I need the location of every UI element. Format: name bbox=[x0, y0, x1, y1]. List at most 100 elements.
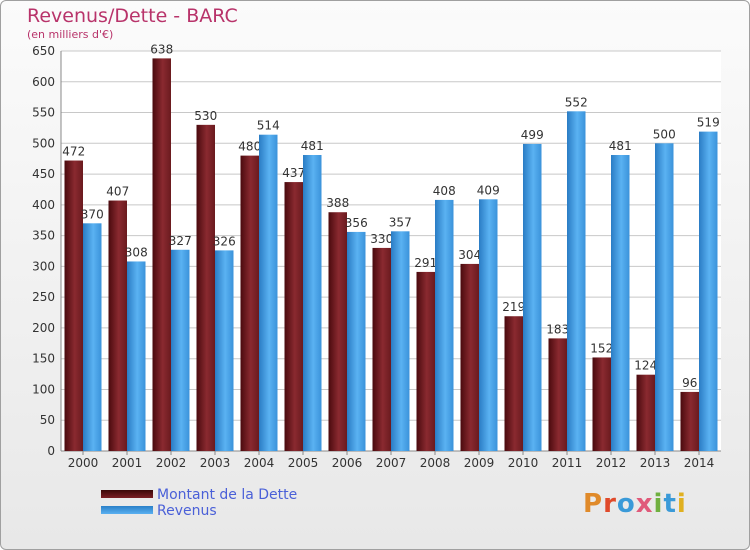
data-label: 480 bbox=[238, 140, 261, 154]
y-tick-label: 350 bbox=[32, 229, 55, 243]
x-tick-label: 2013 bbox=[640, 456, 671, 470]
y-tick-label: 0 bbox=[47, 444, 55, 458]
data-label: 407 bbox=[106, 185, 129, 199]
bar-revenus bbox=[479, 199, 498, 451]
x-tick-label: 2000 bbox=[68, 456, 99, 470]
x-tick-label: 2006 bbox=[332, 456, 363, 470]
chart-title: Revenus/Dette - BARC bbox=[27, 5, 238, 27]
bar-dette bbox=[152, 58, 171, 452]
legend-label-dette: Montant de la Dette bbox=[157, 487, 298, 503]
data-label: 519 bbox=[697, 116, 720, 130]
bar-revenus bbox=[347, 231, 366, 451]
bar-revenus bbox=[435, 199, 454, 451]
bar-revenus bbox=[215, 250, 234, 451]
x-tick-label: 2005 bbox=[288, 456, 319, 470]
bar-dette bbox=[284, 182, 303, 452]
data-label: 304 bbox=[458, 248, 481, 262]
logo-letter: r bbox=[603, 489, 617, 519]
bar-revenus bbox=[171, 249, 190, 451]
x-tick-label: 2014 bbox=[684, 456, 715, 470]
bar-dette bbox=[548, 338, 567, 451]
bar-dette bbox=[680, 391, 699, 451]
x-tick-label: 2002 bbox=[156, 456, 187, 470]
y-tick-label: 250 bbox=[32, 290, 55, 304]
data-label: 552 bbox=[565, 95, 588, 109]
y-tick-label: 150 bbox=[32, 352, 55, 366]
bar-dette bbox=[592, 357, 611, 451]
chart-subtitle: (en milliers d'€) bbox=[27, 28, 114, 41]
bar-revenus bbox=[391, 231, 410, 451]
bar-dette bbox=[328, 212, 347, 451]
data-label: 370 bbox=[81, 207, 104, 221]
logo-letter: P bbox=[583, 489, 604, 519]
data-label: 219 bbox=[502, 300, 525, 314]
proxiti-logo: Proxiti bbox=[583, 489, 687, 519]
bar-dette bbox=[504, 316, 523, 451]
data-label: 638 bbox=[150, 42, 173, 56]
data-label: 408 bbox=[433, 184, 456, 198]
data-label: 330 bbox=[370, 232, 393, 246]
x-tick-label: 2007 bbox=[376, 456, 407, 470]
logo-letter: x bbox=[635, 489, 654, 519]
bar-revenus bbox=[303, 155, 322, 451]
x-tick-label: 2008 bbox=[420, 456, 451, 470]
x-tick-label: 2009 bbox=[464, 456, 495, 470]
data-label: 481 bbox=[301, 139, 324, 153]
data-label: 409 bbox=[477, 183, 500, 197]
logo-letter: t bbox=[663, 489, 677, 519]
y-tick-label: 550 bbox=[32, 106, 55, 120]
data-label: 356 bbox=[345, 216, 368, 230]
bar-revenus bbox=[523, 143, 542, 451]
bar-revenus bbox=[611, 155, 630, 451]
legend-label-revenus: Revenus bbox=[157, 503, 217, 519]
legend-swatch-revenus bbox=[101, 506, 153, 514]
logo-letter: o bbox=[616, 489, 636, 519]
bar-revenus bbox=[259, 134, 278, 451]
bar-dette bbox=[416, 271, 435, 451]
data-label: 327 bbox=[169, 234, 192, 248]
data-label: 499 bbox=[521, 128, 544, 142]
bar-revenus bbox=[567, 111, 586, 452]
y-tick-label: 100 bbox=[32, 382, 55, 396]
bar-revenus bbox=[127, 261, 146, 451]
data-label: 291 bbox=[414, 256, 437, 270]
data-label: 437 bbox=[282, 166, 305, 180]
data-label: 500 bbox=[653, 127, 676, 141]
bar-dette bbox=[372, 247, 391, 451]
bar-dette bbox=[636, 374, 655, 451]
data-label: 481 bbox=[609, 139, 632, 153]
data-label: 388 bbox=[326, 196, 349, 210]
bar-dette bbox=[108, 200, 127, 451]
logo-letter: i bbox=[653, 489, 664, 519]
bar-dette bbox=[64, 160, 83, 452]
bar-revenus bbox=[699, 131, 718, 451]
legend-swatch-dette bbox=[101, 490, 153, 498]
data-label: 152 bbox=[590, 341, 613, 355]
x-tick-label: 2003 bbox=[200, 456, 231, 470]
bar-dette bbox=[196, 124, 215, 451]
data-label: 326 bbox=[213, 234, 236, 248]
data-label: 96 bbox=[682, 376, 697, 390]
y-tick-label: 650 bbox=[32, 44, 55, 58]
x-tick-label: 2011 bbox=[552, 456, 583, 470]
y-tick-label: 50 bbox=[40, 413, 55, 427]
y-tick-label: 600 bbox=[32, 75, 55, 89]
y-tick-label: 400 bbox=[32, 198, 55, 212]
bar-dette bbox=[460, 263, 479, 451]
data-label: 514 bbox=[257, 119, 280, 133]
y-tick-label: 500 bbox=[32, 136, 55, 150]
x-tick-label: 2004 bbox=[244, 456, 275, 470]
y-tick-label: 450 bbox=[32, 167, 55, 181]
x-tick-label: 2001 bbox=[112, 456, 143, 470]
logo-letter: i bbox=[676, 489, 687, 519]
x-tick-label: 2012 bbox=[596, 456, 627, 470]
y-tick-label: 200 bbox=[32, 321, 55, 335]
data-label: 124 bbox=[634, 359, 657, 373]
data-label: 472 bbox=[62, 145, 85, 159]
bar-dette bbox=[240, 155, 259, 451]
bar-revenus bbox=[83, 223, 102, 451]
data-label: 530 bbox=[194, 109, 217, 123]
y-tick-label: 300 bbox=[32, 259, 55, 273]
